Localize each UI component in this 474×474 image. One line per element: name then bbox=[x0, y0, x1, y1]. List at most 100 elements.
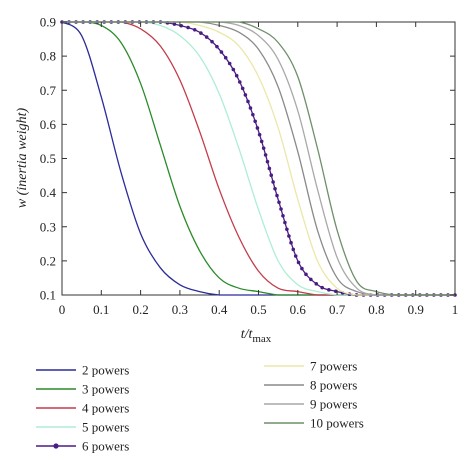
series-point-6-powers bbox=[223, 55, 228, 60]
series-point-6-powers bbox=[320, 285, 324, 290]
legend: 2 powers 3 powers 4 powers 5 powers 6 powers… bbox=[36, 359, 364, 454]
series-point-6-powers bbox=[275, 193, 279, 198]
series-point-6-powers bbox=[293, 254, 298, 258]
series-point-6-powers bbox=[304, 272, 308, 277]
x-tick-label: 0.1 bbox=[93, 302, 109, 317]
series-point-6-powers bbox=[251, 112, 255, 117]
series-point-6-powers bbox=[300, 266, 304, 271]
series-layer bbox=[60, 20, 457, 297]
series-line-3-powers bbox=[61, 21, 455, 296]
legend-item-9-powers: 9 powers bbox=[264, 397, 357, 412]
x-axis-title-main: t/t bbox=[241, 327, 254, 342]
series-line-6-powers bbox=[61, 21, 455, 296]
x-tick-label: 0.4 bbox=[211, 302, 228, 317]
legend-item-4-powers: 4 powers bbox=[36, 401, 129, 416]
x-tick-label: 0 bbox=[59, 302, 66, 317]
series-line-9-powers bbox=[61, 21, 455, 296]
legend-label: 7 powers bbox=[310, 359, 357, 374]
plot-frame bbox=[61, 21, 456, 296]
series-point-6-powers bbox=[248, 106, 253, 110]
series-point-6-powers bbox=[314, 282, 319, 286]
series-point-6-powers bbox=[199, 31, 203, 35]
x-tick-label: 0.5 bbox=[250, 302, 266, 317]
series-line-8-powers bbox=[61, 21, 455, 296]
x-tick-label: 0.7 bbox=[329, 302, 346, 317]
x-axis: 0 0.1 0.2 0.3 0.4 0.5 0.6 0.7 0.8 0.9 1 bbox=[59, 22, 459, 317]
x-tick-label: 0.6 bbox=[290, 302, 307, 317]
series-point-6-powers bbox=[227, 61, 232, 66]
legend-item-10-powers: 10 powers bbox=[264, 416, 364, 431]
legend-label: 6 powers bbox=[82, 439, 129, 454]
series-point-6-powers bbox=[277, 200, 281, 205]
legend-item-2-powers: 2 powers bbox=[36, 363, 129, 378]
plot-area bbox=[61, 21, 456, 296]
series-point-6-powers bbox=[265, 159, 270, 164]
x-tick-label: 0.8 bbox=[368, 302, 384, 317]
legend-item-5-powers: 5 powers bbox=[36, 420, 129, 435]
y-tick-label: 0.2 bbox=[40, 253, 56, 268]
series-point-6-powers bbox=[210, 39, 214, 44]
series-point-6-powers bbox=[219, 50, 224, 54]
x-tick-label: 0.2 bbox=[132, 302, 148, 317]
x-tick-label: 0.3 bbox=[172, 302, 188, 317]
series-point-6-powers bbox=[285, 227, 289, 232]
legend-label: 2 powers bbox=[82, 363, 129, 378]
legend-label: 10 powers bbox=[310, 416, 364, 431]
series-point-6-powers bbox=[237, 80, 242, 84]
series-point-6-powers bbox=[263, 153, 268, 157]
series-point-6-powers bbox=[240, 86, 245, 91]
legend-item-6-powers: 6 powers bbox=[36, 439, 129, 454]
series-point-6-powers bbox=[243, 93, 248, 97]
series-point-6-powers bbox=[271, 180, 275, 184]
series-point-6-powers bbox=[291, 247, 296, 252]
series-line-7-powers bbox=[61, 21, 455, 296]
y-tick-label: 0.9 bbox=[40, 15, 56, 30]
series-line-10-powers bbox=[61, 21, 455, 296]
legend-marker bbox=[53, 443, 59, 449]
y-axis-title: w (inertia weight) bbox=[15, 108, 30, 209]
series-point-6-powers bbox=[234, 73, 239, 78]
x-axis-title-subscript: max bbox=[252, 333, 271, 345]
series-point-6-powers bbox=[287, 234, 291, 238]
series-point-6-powers bbox=[192, 27, 197, 32]
legend-item-7-powers: 7 powers bbox=[264, 359, 357, 374]
x-tick-label: 0.9 bbox=[408, 302, 424, 317]
y-tick-label: 0.4 bbox=[40, 185, 57, 200]
y-tick-label: 0.7 bbox=[40, 83, 57, 98]
y-tick-label: 0.1 bbox=[40, 288, 56, 303]
legend-item-8-powers: 8 powers bbox=[264, 378, 357, 393]
series-point-6-powers bbox=[296, 260, 301, 265]
series-point-6-powers bbox=[204, 35, 209, 39]
series-point-6-powers bbox=[257, 132, 262, 137]
series-point-6-powers bbox=[267, 166, 272, 171]
series-point-6-powers bbox=[269, 173, 274, 178]
x-tick-label: 1 bbox=[452, 302, 459, 317]
series-point-6-powers bbox=[327, 288, 331, 292]
series-point-6-powers bbox=[172, 22, 177, 26]
series-point-6-powers bbox=[281, 213, 285, 218]
series-point-6-powers bbox=[253, 119, 257, 124]
legend-label: 5 powers bbox=[82, 420, 129, 435]
y-tick-label: 0.3 bbox=[40, 219, 56, 234]
series-line-4-powers bbox=[61, 21, 455, 296]
series-point-6-powers bbox=[279, 207, 283, 211]
series-point-6-powers bbox=[186, 25, 190, 30]
y-axis: 0.1 0.2 0.3 0.4 0.5 0.6 0.7 0.8 0.9 bbox=[40, 15, 455, 303]
x-axis-title: t/tmax bbox=[241, 327, 272, 345]
series-point-6-powers bbox=[261, 146, 266, 150]
series-point-6-powers bbox=[273, 186, 277, 191]
y-tick-label: 0.8 bbox=[40, 49, 56, 64]
series-point-6-powers bbox=[246, 99, 250, 104]
series-point-6-powers bbox=[255, 126, 260, 130]
series-point-6-powers bbox=[215, 44, 219, 49]
series-point-6-powers bbox=[309, 277, 313, 282]
series-point-6-powers bbox=[289, 240, 293, 245]
series-point-6-powers bbox=[259, 139, 264, 144]
y-tick-label: 0.5 bbox=[40, 151, 56, 166]
legend-label: 4 powers bbox=[82, 401, 129, 416]
legend-label: 3 powers bbox=[82, 382, 129, 397]
legend-label: 9 powers bbox=[310, 397, 357, 412]
legend-label: 8 powers bbox=[310, 378, 357, 393]
series-point-6-powers bbox=[231, 67, 236, 72]
